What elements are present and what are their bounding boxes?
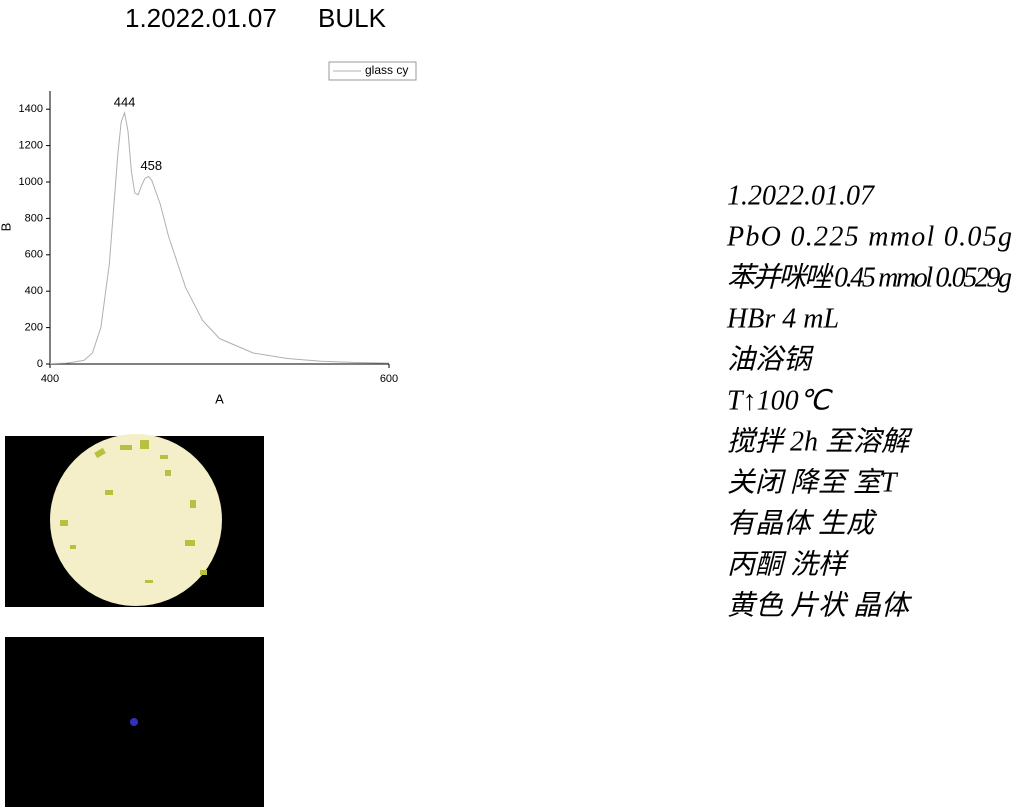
x-tick-label: 400: [41, 373, 59, 385]
note-line: 黄色 片状 晶体: [727, 590, 913, 621]
y-tick-label: 600: [25, 249, 43, 261]
note-line: 丙酮 洗样: [727, 549, 849, 580]
note-line: 油浴锅: [727, 344, 814, 375]
note-line: HBr 4 mL: [726, 303, 839, 334]
y-tick-label: 800: [25, 212, 43, 224]
peak-label: 444: [114, 94, 136, 109]
y-tick-label: 1200: [19, 140, 43, 152]
y-tick-label: 1400: [19, 103, 43, 115]
note-line: 关闭 降至 室T: [727, 467, 899, 498]
chart: 0 200 400 600 800 1000 1200 1400 400 600 A Bglass c…: [0, 61, 417, 406]
peak-label: 458: [140, 158, 162, 173]
legend-box: [328, 61, 417, 81]
legend-label: glass cy: [365, 63, 408, 77]
photo-crystals: [5, 434, 264, 607]
header-label: BULK: [318, 3, 387, 33]
photo-luminescence: [5, 637, 264, 807]
note-line: 有晶体 生成: [727, 508, 878, 539]
notes: 1.2022.01.07 PbO 0.225 mmol 0.05g 苯并咪唑 0.4…: [726, 180, 1012, 621]
data-line: [49, 110, 390, 365]
note-line: PbO 0.225 mmol 0.05g: [726, 221, 1012, 252]
note-line: 苯并咪唑 0.45 mmol 0.0529g: [727, 262, 1012, 293]
note-line: 搅拌 2h 至溶解: [727, 426, 913, 457]
y-tick-label: 1000: [19, 176, 43, 188]
header-date: 1.2022.01.07: [125, 3, 277, 33]
x-tick-label: 600: [380, 373, 398, 385]
y-tick-label: 200: [25, 322, 43, 334]
y-tick-label: 0: [37, 358, 43, 370]
note-line: T↑100℃: [727, 385, 834, 416]
y-tick-label: 400: [25, 285, 43, 297]
y-axis-label: B: [0, 223, 13, 232]
note-line: 1.2022.01.07: [727, 180, 875, 211]
x-axis-label: A: [215, 391, 224, 406]
